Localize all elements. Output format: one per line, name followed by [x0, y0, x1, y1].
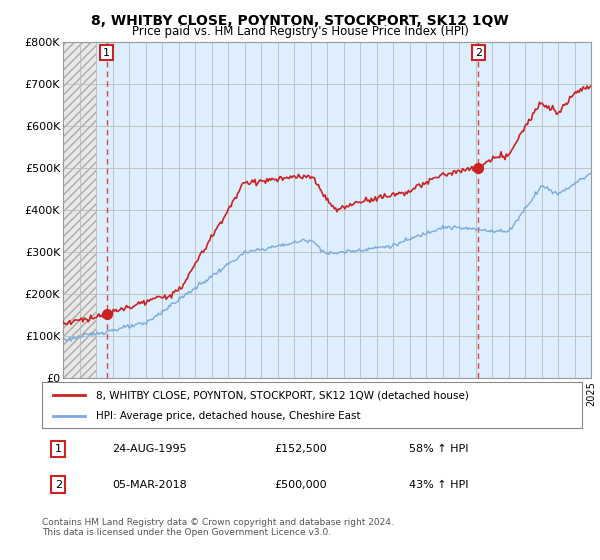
- Text: £152,500: £152,500: [274, 444, 327, 454]
- Text: 43% ↑ HPI: 43% ↑ HPI: [409, 480, 469, 489]
- Text: 1: 1: [103, 48, 110, 58]
- Text: 05-MAR-2018: 05-MAR-2018: [112, 480, 187, 489]
- Text: Contains HM Land Registry data © Crown copyright and database right 2024.
This d: Contains HM Land Registry data © Crown c…: [42, 518, 394, 538]
- Bar: [63, 42, 96, 378]
- Text: 8, WHITBY CLOSE, POYNTON, STOCKPORT, SK12 1QW (detached house): 8, WHITBY CLOSE, POYNTON, STOCKPORT, SK1…: [96, 390, 469, 400]
- Text: 8, WHITBY CLOSE, POYNTON, STOCKPORT, SK12 1QW: 8, WHITBY CLOSE, POYNTON, STOCKPORT, SK1…: [91, 14, 509, 28]
- Text: 58% ↑ HPI: 58% ↑ HPI: [409, 444, 469, 454]
- Text: £500,000: £500,000: [274, 480, 327, 489]
- Text: 2: 2: [55, 480, 62, 489]
- Text: 24-AUG-1995: 24-AUG-1995: [112, 444, 187, 454]
- Text: HPI: Average price, detached house, Cheshire East: HPI: Average price, detached house, Ches…: [96, 410, 361, 421]
- Text: Price paid vs. HM Land Registry's House Price Index (HPI): Price paid vs. HM Land Registry's House …: [131, 25, 469, 38]
- Text: 1: 1: [55, 444, 62, 454]
- Text: 2: 2: [475, 48, 482, 58]
